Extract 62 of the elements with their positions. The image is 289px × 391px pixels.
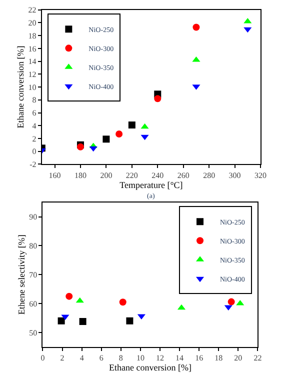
point	[119, 298, 126, 306]
x-tick-label: 18	[214, 354, 223, 363]
point	[244, 18, 252, 24]
point	[140, 123, 149, 129]
x-tick-label: 220	[126, 170, 138, 180]
point	[102, 136, 110, 143]
y-tick-label: 50	[29, 328, 38, 338]
point	[79, 318, 86, 325]
x-tick-label: 20	[234, 354, 242, 363]
x-tick-label: 22	[254, 354, 262, 363]
y-tick-label: 18	[28, 31, 36, 40]
point	[154, 95, 162, 102]
y-tick-label: -2	[30, 160, 36, 170]
point	[116, 130, 123, 138]
point	[228, 298, 235, 306]
x-tick-label: 0	[40, 354, 45, 363]
x-tick-label: 14	[176, 354, 184, 363]
y-tick-label: 22	[28, 6, 36, 15]
point	[244, 27, 252, 33]
x-tick-label: 320	[254, 170, 267, 180]
point	[126, 317, 134, 324]
x-tick-label: 180	[74, 170, 86, 180]
y-axis-title: Ethane conversion [%]	[16, 46, 26, 128]
point	[66, 292, 73, 300]
y-tick-label: 90	[29, 212, 38, 222]
x-tick-label: 6	[99, 354, 104, 363]
point	[192, 24, 200, 31]
y-tick-label: 12	[28, 70, 36, 79]
y-tick-label: 16	[28, 44, 36, 54]
x-tick-label: 16	[195, 354, 204, 363]
point	[76, 297, 84, 303]
y-axis-title: Ethene selectivity [%]	[16, 234, 26, 315]
point	[89, 146, 98, 152]
y-tick-label: 70	[29, 270, 38, 280]
y-tick-label: 6	[32, 108, 36, 118]
y-tick-label: 80	[29, 242, 38, 251]
x-tick-label: 4	[80, 354, 84, 363]
y-tick-label: 2	[32, 134, 36, 144]
point	[61, 314, 70, 320]
x-tick-label: 2	[60, 354, 64, 363]
y-tick-label: 20	[28, 18, 36, 28]
y-tick-label: 10	[28, 82, 36, 92]
y-tick-label: 0	[32, 147, 36, 156]
point	[128, 121, 136, 128]
x-tick-label: 260	[177, 170, 190, 180]
x-axis-title: Ethane conversion [%]	[108, 362, 192, 373]
y-tick-label: 8	[32, 96, 36, 105]
x-tick-label: 300	[228, 170, 241, 180]
x-tick-label: 10	[136, 354, 144, 363]
point	[224, 305, 232, 311]
x-tick-label: 240	[152, 170, 164, 180]
x-axis-title: Temperature [°C]	[120, 180, 183, 190]
x-tick-label: 8	[118, 354, 123, 363]
x-tick-label: 160	[48, 170, 61, 180]
y-tick-label: 4	[32, 121, 36, 130]
point	[140, 134, 149, 140]
y-tick-label: 60	[29, 299, 38, 308]
x-tick-label: 12	[156, 354, 164, 363]
x-tick-label: 200	[100, 170, 112, 180]
point	[58, 317, 65, 324]
y-tick-label: 14	[28, 57, 36, 66]
x-tick-label: 280	[203, 170, 216, 180]
